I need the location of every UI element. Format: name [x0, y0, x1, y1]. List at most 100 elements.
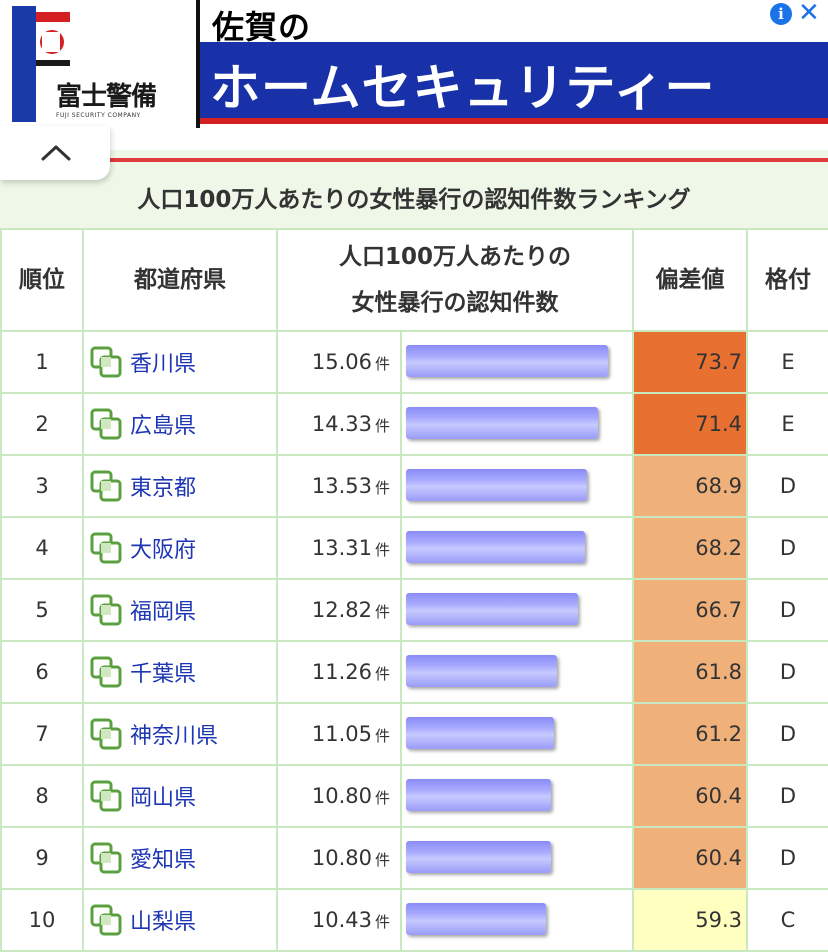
deviation-cell: 61.2 [632, 702, 749, 766]
prefecture-cell[interactable]: 大阪府 [82, 516, 278, 580]
fuji-security-logo: 富士警備 FUJI SECURITY COMPANY [12, 6, 182, 122]
grade-cell: D [746, 578, 828, 642]
grade-cell: D [746, 764, 828, 828]
bar-cell [399, 330, 635, 394]
table-row: 9 愛知県 10.80 件 60.4 D [0, 826, 828, 890]
value-number: 12.82 [311, 598, 372, 622]
rank-cell: 1 [0, 330, 84, 394]
ad-divider [196, 0, 200, 128]
prefecture-link[interactable]: 東京都 [130, 476, 197, 501]
value-cell: 13.31 件 [276, 516, 402, 580]
value-cell: 10.80 件 [276, 826, 402, 890]
prefecture-link[interactable]: 神奈川県 [130, 724, 219, 749]
grade-cell: E [746, 392, 828, 456]
table-row: 1 香川県 15.06 件 73.7 E [0, 330, 828, 394]
rank-cell: 2 [0, 392, 84, 456]
header-deviation: 偏差値 [632, 228, 749, 332]
prefecture-link[interactable]: 岡山県 [130, 786, 197, 811]
copy-squares-icon [90, 780, 122, 812]
prefecture-link[interactable]: 福岡県 [130, 600, 197, 625]
ranking-panel: 人口100万人あたりの女性暴行の認知件数ランキング 順位 都道府県 人口100万… [0, 150, 828, 952]
prefecture-link[interactable]: 広島県 [130, 414, 197, 439]
grade-cell: D [746, 640, 828, 704]
ad-slogan: ホームセキュリティー [210, 59, 716, 117]
header-metric-line2: 女性暴行の認知件数 [351, 290, 559, 316]
value-number: 15.06 [311, 350, 372, 374]
prefecture-link[interactable]: 千葉県 [130, 662, 197, 687]
value-bar [406, 593, 578, 625]
ad-slogan-bar: ホームセキュリティー [200, 42, 828, 118]
grade-cell: D [746, 454, 828, 518]
value-bar [406, 903, 546, 935]
ad-close-icon[interactable]: ✕ [798, 0, 820, 28]
value-number: 10.80 [311, 784, 372, 808]
value-number: 10.80 [311, 846, 372, 870]
panel-red-line [110, 158, 828, 162]
value-bar [406, 779, 551, 811]
value-bar [406, 841, 551, 873]
prefecture-link[interactable]: 山梨県 [130, 910, 197, 935]
rank-cell: 6 [0, 640, 84, 704]
deviation-cell: 60.4 [632, 826, 749, 890]
prefecture-cell[interactable]: 岡山県 [82, 764, 278, 828]
header-grade: 格付 [746, 228, 828, 332]
copy-squares-icon [90, 346, 122, 378]
value-cell: 14.33 件 [276, 392, 402, 456]
prefecture-cell[interactable]: 愛知県 [82, 826, 278, 890]
copy-squares-icon [90, 594, 122, 626]
deviation-cell: 73.7 [632, 330, 749, 394]
value-bar [406, 531, 585, 563]
logo-text: 富士警備 [56, 82, 157, 112]
value-cell: 11.05 件 [276, 702, 402, 766]
value-unit: 件 [374, 479, 390, 497]
header-metric-line1: 人口100万人あたりの [339, 244, 572, 270]
ad-info-icon[interactable]: i [770, 3, 792, 25]
grade-cell: C [746, 888, 828, 952]
value-number: 11.26 [311, 660, 372, 684]
grade-cell: D [746, 702, 828, 766]
prefecture-cell[interactable]: 千葉県 [82, 640, 278, 704]
grade-cell: E [746, 330, 828, 394]
deviation-cell: 68.2 [632, 516, 749, 580]
value-cell: 11.26 件 [276, 640, 402, 704]
grade-cell: D [746, 826, 828, 890]
value-number: 13.53 [311, 474, 372, 498]
grade-cell: D [746, 516, 828, 580]
value-unit: 件 [374, 665, 390, 683]
prefecture-cell[interactable]: 香川県 [82, 330, 278, 394]
value-cell: 12.82 件 [276, 578, 402, 642]
prefecture-cell[interactable]: 広島県 [82, 392, 278, 456]
rank-cell: 10 [0, 888, 84, 952]
copy-squares-icon [90, 408, 122, 440]
prefecture-cell[interactable]: 山梨県 [82, 888, 278, 952]
copy-squares-icon [90, 532, 122, 564]
bar-cell [399, 392, 635, 456]
value-unit: 件 [374, 603, 390, 621]
rank-cell: 7 [0, 702, 84, 766]
collapse-ad-button[interactable] [0, 126, 110, 180]
ad-title: 佐賀の [212, 8, 312, 46]
ad-banner[interactable]: 富士警備 FUJI SECURITY COMPANY 佐賀の ホームセキュリティ… [0, 0, 828, 128]
prefecture-cell[interactable]: 神奈川県 [82, 702, 278, 766]
bar-cell [399, 702, 635, 766]
copy-squares-icon [90, 470, 122, 502]
prefecture-cell[interactable]: 福岡県 [82, 578, 278, 642]
value-number: 14.33 [311, 412, 372, 436]
copy-squares-icon [90, 842, 122, 874]
ranking-title: 人口100万人あたりの女性暴行の認知件数ランキング [137, 187, 691, 213]
prefecture-cell[interactable]: 東京都 [82, 454, 278, 518]
value-cell: 10.80 件 [276, 764, 402, 828]
prefecture-link[interactable]: 香川県 [130, 352, 197, 377]
bar-cell [399, 888, 635, 952]
prefecture-link[interactable]: 愛知県 [130, 848, 197, 873]
ad-red-line [200, 118, 828, 124]
table-row: 5 福岡県 12.82 件 66.7 D [0, 578, 828, 642]
value-bar [406, 407, 598, 439]
value-unit: 件 [374, 789, 390, 807]
value-unit: 件 [374, 851, 390, 869]
prefecture-link[interactable]: 大阪府 [130, 538, 197, 563]
value-bar [406, 469, 587, 501]
value-bar [406, 655, 557, 687]
rank-cell: 3 [0, 454, 84, 518]
value-number: 13.31 [311, 536, 372, 560]
